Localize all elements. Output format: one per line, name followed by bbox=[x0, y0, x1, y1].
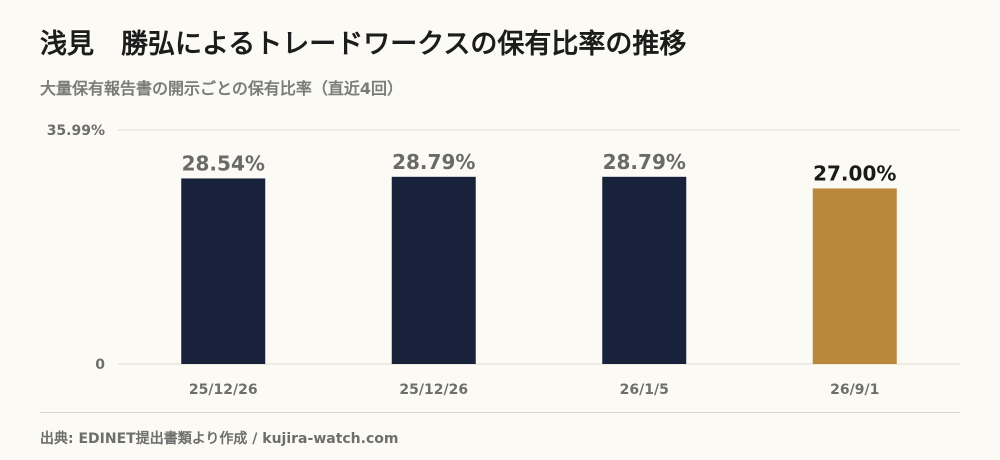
y-tick-label: 35.99% bbox=[47, 123, 105, 139]
x-tick-label: 25/12/26 bbox=[189, 382, 258, 398]
x-tick-label: 25/12/26 bbox=[399, 382, 468, 398]
labels-layer: 28.54% 28.79% 28.79% 27.00% bbox=[182, 150, 897, 186]
bar bbox=[812, 188, 897, 364]
source-footer: 出典: EDINET提出書類より作成 / kujira-watch.com bbox=[40, 431, 399, 447]
bar bbox=[181, 178, 266, 364]
data-label: 28.79% bbox=[392, 150, 475, 174]
data-label: 27.00% bbox=[813, 161, 896, 185]
bars-layer bbox=[181, 176, 897, 364]
bar bbox=[602, 176, 687, 364]
x-tick-label: 26/1/5 bbox=[620, 382, 669, 398]
y-tick-label: 0 bbox=[95, 357, 105, 373]
data-label: 28.79% bbox=[603, 150, 686, 174]
data-label: 28.54% bbox=[182, 151, 265, 175]
chart-subtitle: 大量保有報告書の開示ごとの保有比率（直近4回） bbox=[40, 79, 403, 98]
footer-divider bbox=[40, 412, 960, 413]
bar bbox=[391, 176, 476, 364]
chart-title: 浅見 勝弘によるトレードワークスの保有比率の推移 bbox=[40, 29, 687, 60]
ticks-layer: 35.99% 0 25/12/26 25/12/26 26/1/5 26/9/1 bbox=[47, 123, 880, 398]
x-tick-label: 26/9/1 bbox=[830, 382, 879, 398]
